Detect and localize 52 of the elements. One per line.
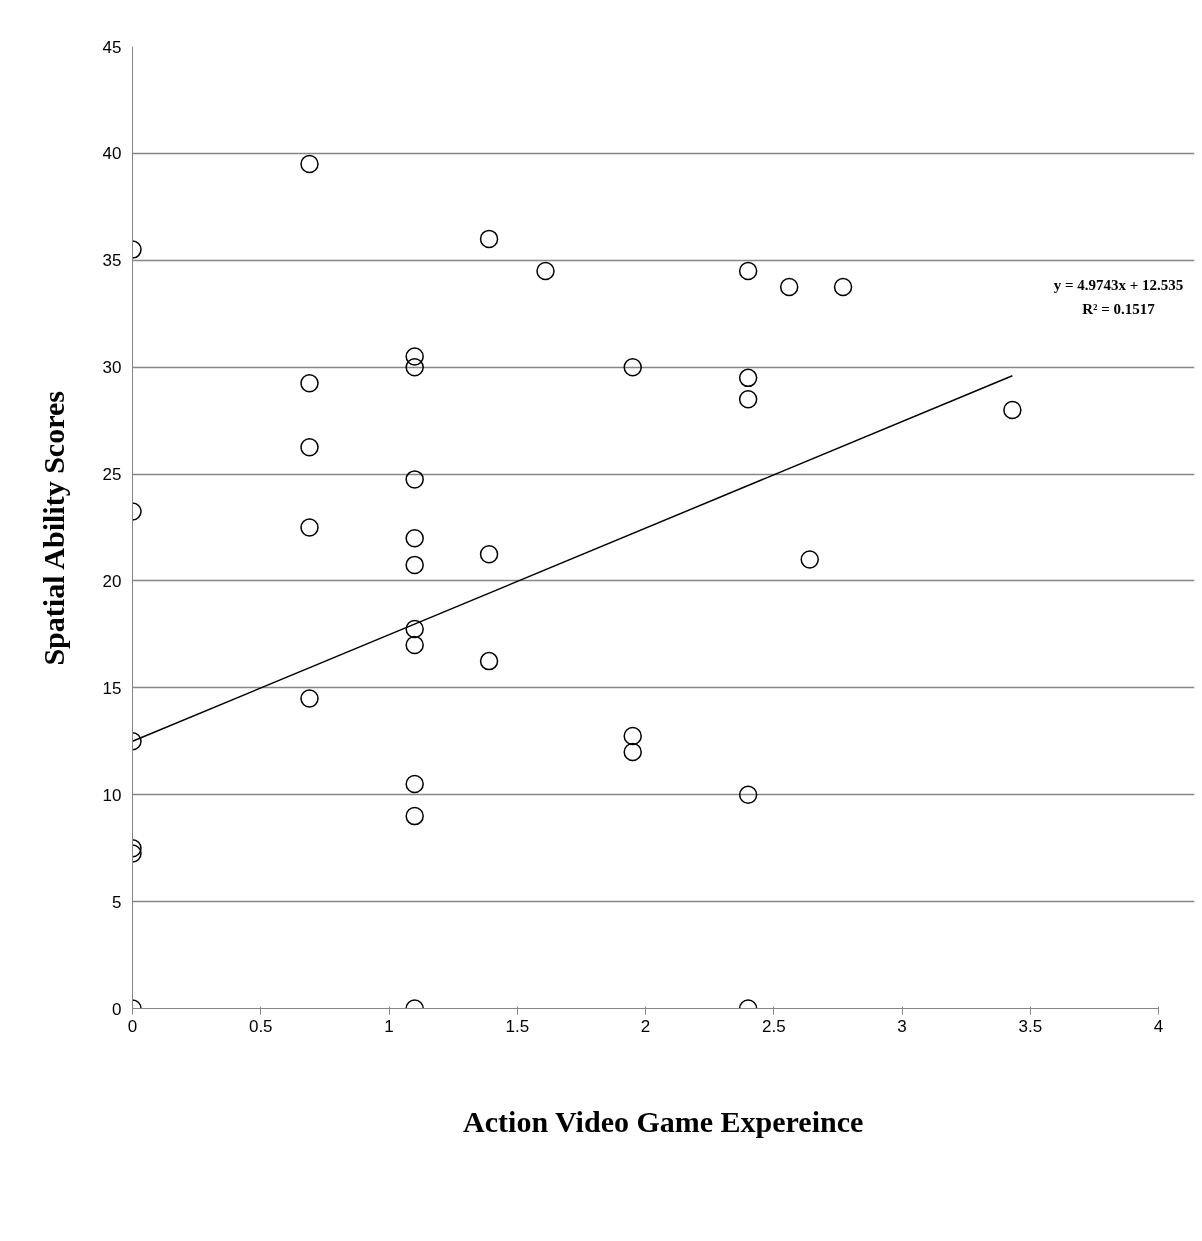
point (405, 774, 424, 794)
point (479, 544, 499, 564)
x-tick-label: 0.5 (248, 1016, 273, 1036)
y-tick-label: 5 (112, 892, 122, 912)
y-tick-label: 20 (102, 571, 122, 591)
x-axis-title: Action Video Game Expereince (463, 1104, 864, 1138)
point (623, 357, 642, 377)
point (738, 390, 758, 409)
x-tick-label: 0 (127, 1016, 138, 1036)
y-tick-label: 30 (102, 358, 122, 378)
point (405, 357, 424, 377)
point (405, 470, 424, 489)
x-tick-label: 4 (1153, 1016, 1164, 1036)
point (300, 373, 319, 393)
x-tick-label: 2.5 (761, 1016, 786, 1036)
point (738, 368, 758, 388)
point (536, 261, 555, 281)
point (300, 154, 319, 174)
x-tick-label: 1 (384, 1016, 394, 1036)
point (405, 619, 424, 639)
point (833, 277, 853, 297)
point (405, 347, 424, 366)
point (800, 550, 819, 569)
point (1003, 400, 1022, 420)
point (405, 555, 424, 575)
point (405, 635, 424, 655)
y-tick-label: 35 (102, 251, 122, 271)
y-tick-label: 45 (102, 37, 122, 57)
y-tick-label: 10 (102, 785, 122, 805)
point (479, 651, 499, 671)
x-tick-label: 1.5 (505, 1016, 530, 1036)
annotation: R² = 0.1517 (1082, 300, 1156, 317)
point (623, 742, 642, 762)
point (300, 518, 319, 537)
point (738, 261, 758, 281)
x-tick-label: 2 (640, 1016, 651, 1036)
point (738, 785, 758, 804)
y-axis-title: Spatial Ability Scores (36, 391, 70, 666)
x-tick-label: 3 (897, 1016, 907, 1036)
point (300, 689, 319, 708)
y-tick-label: 25 (102, 465, 122, 485)
y-tick-label: 15 (102, 678, 122, 698)
annotation: y = 4.9743x + 12.535 (1053, 276, 1184, 293)
point (300, 438, 319, 457)
x-tick-label: 3.5 (1018, 1016, 1043, 1036)
y-tick-label: 0 (112, 999, 122, 1019)
point (405, 528, 424, 548)
point (405, 806, 424, 826)
point (479, 229, 499, 249)
y-tick-label: 40 (102, 144, 122, 164)
point (779, 277, 799, 297)
point (623, 726, 642, 746)
